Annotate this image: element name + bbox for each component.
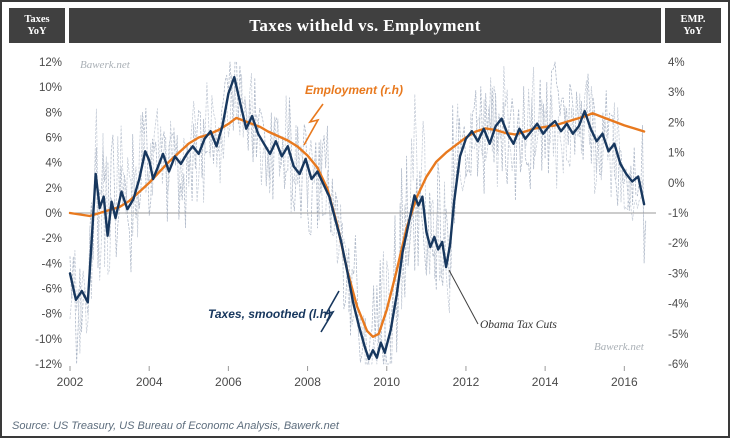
right-axis-title-line1: EMP. (680, 13, 706, 25)
right-axis-tick-label: 1% (668, 148, 685, 160)
x-axis-tick-label: 2012 (453, 375, 480, 389)
left-axis-tick-label: 4% (45, 158, 62, 170)
left-axis-tick-label: 2% (45, 183, 62, 195)
left-axis-tick-label: 12% (39, 57, 62, 69)
chart-plot-area: 12% 10% 8% 6% 4% 2% 0% -2% -4% -6% -8% -10% -12% 4% 3%… (35, 57, 688, 389)
series-line-taxes_raw_b (69, 65, 647, 365)
series-layer (68, 61, 656, 365)
page-title: Taxes witheld vs. Employment (69, 8, 661, 43)
x-axis-tick-label: 2004 (136, 375, 163, 389)
left-axis-title-line2: YoY (27, 25, 47, 37)
right-axis-tick-label: -1% (668, 208, 688, 220)
x-axis-tick-label: 2002 (57, 375, 84, 389)
employment-annotation-label: Employment (r.h) (305, 83, 403, 97)
left-axis-tick-label: -4% (42, 258, 62, 270)
x-axis-tick-label: 2016 (611, 375, 638, 389)
left-axis-tick-label: 0% (45, 208, 62, 220)
right-axis-tick-label: -2% (668, 238, 688, 250)
left-axis-tick-label: -2% (42, 233, 62, 245)
x-axis-tick-label: 2014 (532, 375, 559, 389)
employment-pointer-lightning-icon (303, 103, 324, 146)
left-axis-tick-label: -10% (35, 334, 62, 346)
series-line-employment (68, 112, 646, 338)
obama-annotation-connector (448, 269, 479, 325)
right-axis-tick-label: -5% (668, 329, 688, 341)
left-axis-tick-label: 10% (39, 82, 62, 94)
right-axis-title-box: EMP. YoY (665, 8, 721, 43)
taxes-pointer-lightning-icon (320, 290, 340, 333)
series-line-taxes_smoothed (68, 75, 646, 361)
left-axis-tick-label: -6% (42, 284, 62, 296)
right-axis-tick-label: 4% (668, 57, 685, 69)
axes-layer: 12% 10% 8% 6% 4% 2% 0% -2% -4% -6% -8% -10% -12% 4% 3%… (35, 57, 688, 389)
x-axis-tick-label: 2008 (294, 375, 321, 389)
right-axis-title-line2: YoY (683, 25, 703, 37)
left-axis-tick-label: 6% (45, 133, 62, 145)
x-axis-tick-label: 2010 (373, 375, 400, 389)
left-axis-tick-label: -12% (35, 359, 62, 371)
source-note: Source: US Treasury, US Bureau of Econom… (12, 420, 339, 432)
right-axis-tick-label: 3% (668, 87, 685, 99)
obama-annotation-label: Obama Tax Cuts (480, 319, 557, 331)
x-axis-tick-label: 2006 (215, 375, 242, 389)
right-axis-tick-label: -3% (668, 268, 688, 280)
left-axis-title-box: Taxes YoY (9, 8, 65, 43)
right-axis-tick-label: 0% (668, 178, 685, 190)
chart-header: Taxes YoY Taxes witheld vs. Employment E… (9, 8, 721, 43)
left-axis-tick-label: 8% (45, 107, 62, 119)
right-axis-tick-label: -4% (668, 299, 688, 311)
watermark-top-left: Bawerk.net (80, 59, 131, 71)
right-axis-tick-label: 2% (668, 117, 685, 129)
series-line-taxes_raw_a (69, 61, 647, 365)
watermark-bottom-right: Bawerk.net (594, 341, 645, 353)
left-axis-tick-label: -8% (42, 309, 62, 321)
taxes-annotation-label: Taxes, smoothed (l.h) (208, 307, 331, 321)
left-axis-title-line1: Taxes (24, 13, 50, 25)
right-axis-tick-label: -6% (668, 359, 688, 371)
